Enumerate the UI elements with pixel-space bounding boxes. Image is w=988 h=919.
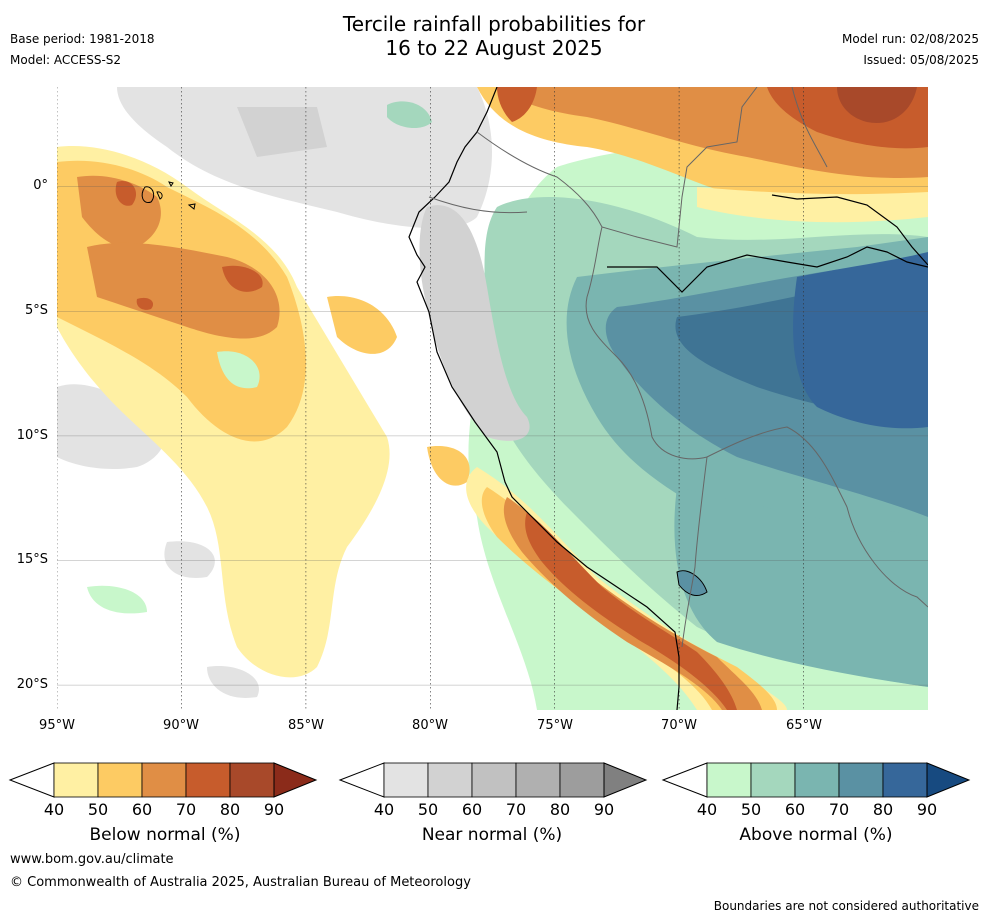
map-title: Tercile rainfall probabilities for 16 to…: [0, 12, 988, 60]
colorbar-extend-high: [273, 762, 318, 798]
colorbar-cell: [471, 762, 517, 798]
northern-coast: [771, 194, 928, 266]
colorbar-cell: [53, 762, 99, 798]
copyright-text: © Commonwealth of Australia 2025, Austra…: [10, 875, 471, 890]
disclaimer-text: Boundaries are not considered authoritat…: [713, 899, 979, 913]
colorbar-label-near: Near normal (%): [421, 825, 563, 845]
model-text: Model: ACCESS-S2: [10, 53, 122, 67]
colorbar-below-normal: [8, 762, 318, 798]
issued-text: Issued: 05/08/2025: [863, 53, 979, 67]
colorbar-extend-low: [661, 762, 708, 798]
below-normal-coastal-band: [466, 467, 787, 710]
colorbar-tick-label: 50: [417, 800, 439, 819]
lon-tick-label: 70°W: [661, 718, 697, 733]
colorbar-cell: [185, 762, 231, 798]
colorbar-tick-label: 40: [373, 800, 395, 819]
colorbar-tick-label: 70: [828, 800, 850, 819]
above-normal-region: [468, 141, 928, 710]
lon-tick-label: 80°W: [412, 718, 448, 733]
colorbar-cell: [838, 762, 884, 798]
title-line-2: 16 to 22 August 2025: [385, 36, 603, 60]
graticule-lat: [57, 186, 928, 686]
lon-tick-label: 90°W: [163, 718, 199, 733]
colorbar-tick-label: 50: [87, 800, 109, 819]
rainfall-probability-map: [57, 87, 928, 710]
colorbar-cell: [882, 762, 928, 798]
coastline: [408, 87, 680, 710]
colorbar-cell: [141, 762, 187, 798]
colorbar-cell: [794, 762, 840, 798]
amazon-river: [607, 246, 928, 293]
colorbar-cell: [229, 762, 275, 798]
colorbar-cells: [706, 762, 928, 798]
base-period-text: Base period: 1981-2018: [10, 32, 155, 46]
galapagos-islands: [141, 181, 196, 210]
colorbar-cell: [515, 762, 561, 798]
lat-tick-label: 5°S: [24, 303, 48, 318]
colorbar-tick-label: 80: [549, 800, 571, 819]
colorbar-tick-label: 50: [740, 800, 762, 819]
colorbar-above-normal: [661, 762, 971, 798]
colorbar-tick-label: 40: [696, 800, 718, 819]
lon-tick-label: 95°W: [39, 718, 75, 733]
colorbar-tick-label: 80: [219, 800, 241, 819]
colorbar-cell: [559, 762, 605, 798]
colorbar-tick-label: 40: [43, 800, 65, 819]
colorbar-tick-label: 80: [872, 800, 894, 819]
colorbar-cell: [383, 762, 429, 798]
colorbar-extend-low: [338, 762, 385, 798]
colorbar-tick-label: 70: [175, 800, 197, 819]
colorbar-cells: [383, 762, 605, 798]
lat-tick-label: 0°: [33, 178, 48, 193]
below-normal-west-region: [57, 146, 470, 678]
colorbar-tick-label: 70: [505, 800, 527, 819]
website-text: www.bom.gov.au/climate: [10, 852, 174, 867]
colorbar-cell: [750, 762, 796, 798]
colorbar-cell: [97, 762, 143, 798]
colorbar-tick-label: 60: [131, 800, 153, 819]
colorbar-tick-label: 90: [916, 800, 938, 819]
colorbar-tick-label: 60: [461, 800, 483, 819]
colorbar-cell: [706, 762, 752, 798]
colorbar-tick-label: 60: [784, 800, 806, 819]
lon-tick-label: 85°W: [288, 718, 324, 733]
lon-tick-label: 75°W: [537, 718, 573, 733]
colorbar-tick-label: 90: [263, 800, 285, 819]
colorbar-label-below: Below normal (%): [89, 825, 241, 845]
lat-tick-label: 20°S: [16, 677, 48, 692]
country-borders: [428, 87, 928, 648]
colorbar-extend-low: [8, 762, 55, 798]
colorbar-cell: [427, 762, 473, 798]
lon-tick-label: 65°W: [786, 718, 822, 733]
model-run-text: Model run: 02/08/2025: [841, 32, 979, 46]
colorbar-near-normal: [338, 762, 648, 798]
colorbar-label-above: Above normal (%): [739, 825, 893, 845]
colorbar-cells: [53, 762, 275, 798]
metadata-right: Model run: 02/08/2025 Issued: 05/08/2025: [842, 29, 979, 71]
colorbar-extend-high: [926, 762, 971, 798]
colorbar-tick-label: 90: [593, 800, 615, 819]
title-line-1: Tercile rainfall probabilities for: [342, 12, 646, 36]
colorbar-extend-high: [603, 762, 648, 798]
lat-tick-label: 10°S: [16, 428, 48, 443]
lat-tick-label: 15°S: [16, 552, 48, 567]
metadata-left: Base period: 1981-2018 Model: ACCESS-S2: [10, 29, 155, 71]
